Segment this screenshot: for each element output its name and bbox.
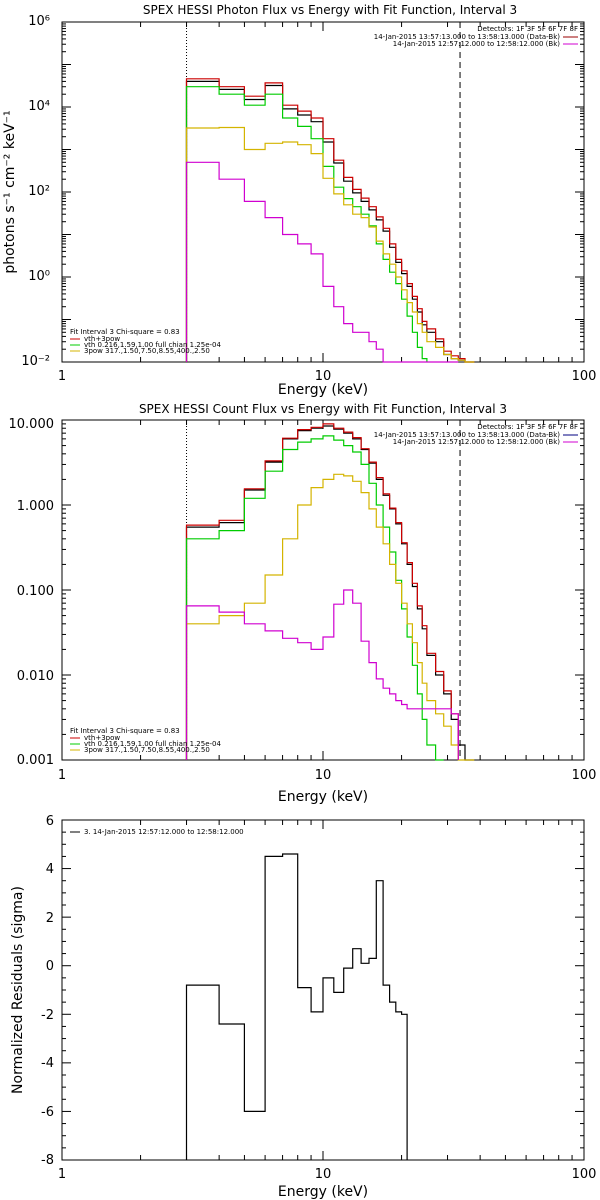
series-line-4 [185,473,475,761]
resid-xtick-100: 100 [572,1167,597,1182]
count-flux-title: SPEX HESSI Count Flux vs Energy with Fit… [139,402,507,416]
resid-xtick-1: 1 [58,1167,66,1182]
photon-flux-panel: SPEX HESSI Photon Flux vs Energy with Fi… [2,3,596,398]
resid-ytick-4: 4 [46,862,54,877]
photon-ytick-1e4: 10⁴ [28,99,50,114]
count-xtick-100: 100 [572,768,597,783]
resid-ytick-m6: -6 [41,1105,54,1120]
count-detectors: Detectors: 1F 3F 5F 6F 7F 8F [477,423,578,431]
count-ytick-0.001: 0.001 [17,753,54,768]
count-xlabel: Energy (keV) [278,789,368,805]
photon-xtick-100: 100 [572,369,597,384]
resid-ytick-6: 6 [46,814,54,829]
count-flux-panel: SPEX HESSI Count Flux vs Energy with Fit… [9,402,597,805]
series-line-2 [185,78,475,363]
count-legend-left-4: 3pow 317.,1.50,7.50,8.55,400.,2.50 [84,746,210,754]
count-xtick-1: 1 [58,768,66,783]
series-line-2 [185,423,459,760]
series-line-4 [185,126,475,363]
count-legend-left-3: vth 0.216,1.59,1.00 full chian 1.25e-04 [84,740,222,748]
photon-ytick-1e2: 10² [28,184,50,199]
photon-legend-left-2: vth+3pow [84,335,120,343]
photon-ytick-1e-2: 10⁻² [21,354,50,369]
residuals-series [185,853,408,1160]
series-line-5 [185,161,459,363]
resid-xtick-10: 10 [315,1167,332,1182]
resid-ytick-m4: -4 [41,1056,54,1071]
photon-xtick-10: 10 [315,369,332,384]
photon-legend-left-1: Fit Interval 3 Chi-square = 0.83 [70,328,180,336]
count-ytick-0.01: 0.010 [17,669,54,684]
resid-ytick-0: 0 [46,959,54,974]
series-line-1 [185,853,408,1160]
count-legend-left-2: vth+3pow [84,734,120,742]
resid-legend: 3. 14-Jan-2015 12:57:12.000 to 12:58:12.… [84,828,244,836]
photon-xlabel: Energy (keV) [278,382,368,398]
count-legend-left-1: Fit Interval 3 Chi-square = 0.83 [70,727,180,735]
photon-flux-axes [61,21,585,363]
count-ytick-1: 1.000 [17,499,54,514]
resid-xlabel: Energy (keV) [278,1184,368,1200]
photon-detectors: Detectors: 1F 3F 5F 6F 7F 8F [477,25,578,33]
count-ytick-0.1: 0.100 [17,584,54,599]
residuals-axes [61,819,585,1161]
residuals-panel: 6 4 2 0 -2 -4 -6 -8 1 10 100 Energy (keV… [10,814,596,1200]
count-legend-right-1: 14-Jan-2015 13:57:13.000 to 13:58:13.000… [374,431,561,439]
resid-ytick-m2: -2 [41,1008,54,1023]
photon-legend-right-2: 14-Jan-2015 12:57:12.000 to 12:58:12.000… [393,40,561,48]
photon-ytick-1e0: 10⁰ [28,269,50,284]
series-line-3 [185,435,444,761]
count-legend-right-2: 14-Jan-2015 12:57:12.000 to 12:58:12.000… [393,438,561,446]
count-flux-axes [61,419,585,761]
photon-legend-left-4: 3pow 317.,1.50,7.50,8.55,400.,2.50 [84,347,210,355]
series-line-3 [185,86,428,362]
resid-ytick-2: 2 [46,911,54,926]
count-xtick-10: 10 [315,768,332,783]
photon-flux-series [185,78,475,363]
photon-legend-right-1: 14-Jan-2015 13:57:13.000 to 13:58:13.000… [374,33,561,41]
resid-ytick-m8: -8 [41,1153,54,1168]
photon-xtick-1: 1 [58,369,66,384]
photon-flux-title: SPEX HESSI Photon Flux vs Energy with Fi… [143,3,517,17]
resid-ylabel: Normalized Residuals (sigma) [10,886,26,1094]
photon-ylabel: photons s⁻¹ cm⁻² keV⁻¹ [2,110,18,273]
count-ytick-10: 10.000 [9,417,55,432]
series-line-5 [185,589,459,760]
photon-ytick-1e6: 10⁶ [28,14,50,29]
count-flux-series [185,423,475,761]
photon-legend-left-3: vth 0.216,1.59,1.00 full chian 1.25e-04 [84,341,222,349]
